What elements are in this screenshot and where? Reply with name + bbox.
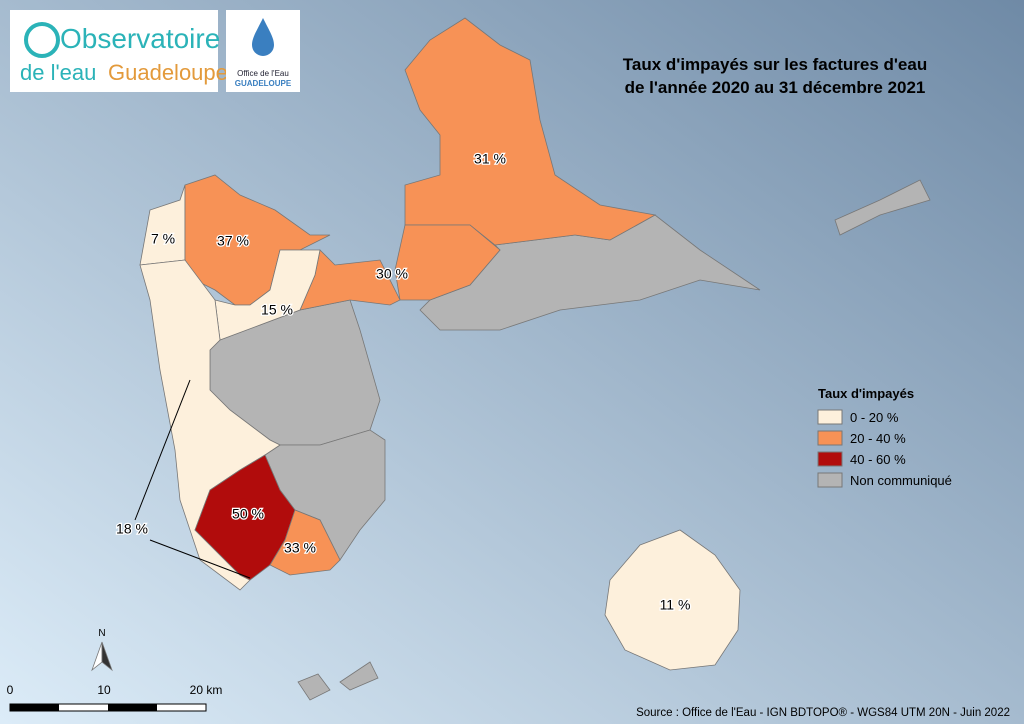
legend-label: 0 - 20 % — [850, 410, 899, 425]
source: Source : Office de l'Eau - IGN BDTOPO® -… — [636, 707, 1010, 719]
region — [604, 529, 741, 671]
scale-bar — [10, 704, 59, 711]
region — [404, 17, 657, 246]
north-label: N — [98, 628, 105, 639]
scale-label: 20 km — [190, 683, 223, 697]
legend-label: 40 - 60 % — [850, 452, 906, 467]
logo-text: de l'eau — [20, 60, 96, 85]
title: Taux d'impayés sur les factures d'eau — [623, 55, 927, 74]
logo-drop — [252, 18, 274, 56]
scale-label: 0 — [7, 683, 14, 697]
region-label: 50 % — [232, 506, 264, 522]
north-arrow — [101, 641, 113, 672]
region-label: 30 % — [376, 266, 408, 282]
logo-text: Office de l'Eau — [237, 69, 289, 78]
region — [339, 661, 379, 691]
region-label: 18 % — [116, 521, 148, 537]
legend-swatch — [817, 409, 843, 425]
leader-line — [134, 379, 191, 521]
region — [269, 509, 341, 576]
region-label: 31 % — [474, 151, 506, 167]
logo-text: GUADELOUPE — [235, 79, 292, 88]
leader-line — [149, 539, 251, 579]
region — [834, 179, 931, 236]
legend-label: 20 - 40 % — [850, 431, 906, 446]
region — [194, 454, 296, 581]
legend-swatch — [817, 451, 843, 467]
title: de l'année 2020 au 31 décembre 2021 — [625, 78, 926, 97]
scale-bar — [108, 704, 157, 711]
legend-label: Non communiqué — [850, 473, 952, 488]
logo-text: Observatoire — [60, 23, 220, 54]
region-label: 37 % — [217, 233, 249, 249]
logo-text: Guadeloupe — [108, 60, 228, 85]
scale-label: 10 — [97, 683, 111, 697]
region — [297, 673, 331, 701]
logo-icon — [24, 22, 60, 58]
region-label: 15 % — [261, 302, 293, 318]
legend: Taux d'impayés 0 - 20 % 20 - 40 % 40 - 60 … — [817, 386, 952, 488]
legend-swatch — [817, 472, 843, 488]
region-label: 7 % — [151, 231, 175, 247]
region-label: 33 % — [284, 540, 316, 556]
region-label: 11 % — [660, 597, 691, 613]
legend-swatch — [817, 430, 843, 446]
region — [394, 224, 501, 301]
legend-title: Taux d'impayés — [818, 386, 914, 401]
region — [214, 249, 321, 341]
